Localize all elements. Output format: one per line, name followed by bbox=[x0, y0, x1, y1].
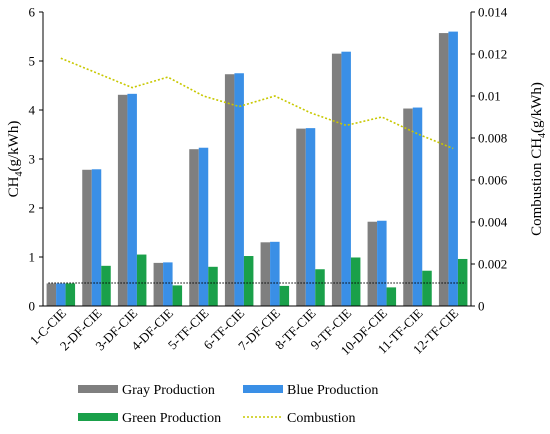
blue-production-bar bbox=[341, 51, 351, 306]
blue-production-bar bbox=[448, 31, 458, 306]
left-tick-label: 2 bbox=[29, 201, 36, 216]
green-production-bar bbox=[315, 269, 325, 306]
gray-production-bar bbox=[296, 128, 306, 306]
green-production-bar bbox=[243, 256, 254, 306]
y-axis-title: CH4(g/kWh) bbox=[6, 121, 25, 198]
right-tick-label: 0.002 bbox=[478, 257, 507, 272]
green-production-bar bbox=[350, 257, 361, 306]
green-production-bar bbox=[208, 266, 218, 306]
gray-production-bar bbox=[260, 242, 271, 306]
green-production-bar bbox=[136, 254, 147, 306]
left-tick-label: 0 bbox=[29, 299, 36, 314]
gray-production-bar bbox=[403, 108, 413, 306]
blue-production-bar bbox=[270, 241, 280, 306]
legend-swatch-green-production bbox=[78, 413, 118, 421]
gray-production-bar bbox=[117, 94, 128, 306]
legend-label-gray-production: Gray Production bbox=[122, 383, 215, 398]
gray-production-bar bbox=[82, 169, 92, 306]
green-production-bar bbox=[279, 285, 290, 306]
right-tick-label: 0.006 bbox=[478, 173, 508, 188]
bars-layer bbox=[46, 31, 468, 307]
blue-production-bar bbox=[198, 147, 209, 306]
blue-production-bar bbox=[234, 73, 244, 306]
legend-label-blue-production: Blue Production bbox=[287, 383, 378, 398]
left-tick-label: 4 bbox=[29, 103, 36, 118]
combustion-line-layer bbox=[60, 57, 454, 150]
right-tick-label: 0.01 bbox=[478, 89, 501, 104]
legend-label-combustion: Combustion bbox=[287, 411, 355, 426]
gray-production-bar bbox=[367, 221, 378, 306]
green-production-bar bbox=[422, 270, 432, 306]
blue-production-bar bbox=[56, 283, 66, 306]
left-tick-label: 5 bbox=[29, 54, 36, 69]
gray-production-bar bbox=[46, 283, 57, 306]
right-tick-label: 0 bbox=[478, 299, 485, 314]
blue-production-bar bbox=[163, 262, 173, 306]
green-production-bar bbox=[172, 285, 183, 306]
left-tick-label: 1 bbox=[29, 250, 36, 265]
blue-production-bar bbox=[127, 93, 137, 306]
gray-production-bar bbox=[189, 149, 199, 306]
blue-production-bar bbox=[412, 107, 423, 306]
gray-production-bar bbox=[153, 262, 164, 306]
green-production-bar bbox=[101, 265, 111, 306]
legend-swatch-blue-production bbox=[243, 385, 283, 393]
legend: Gray Production Blue Production Green Prod… bbox=[78, 383, 378, 426]
gray-production-bar bbox=[224, 74, 235, 306]
right-tick-label: 0.008 bbox=[478, 131, 507, 146]
combustion-line bbox=[60, 57, 454, 150]
blue-production-bar bbox=[377, 220, 387, 306]
green-production-bar bbox=[386, 287, 397, 306]
green-production-bar bbox=[65, 283, 76, 306]
gray-production-bar bbox=[438, 33, 449, 306]
left-tick-label: 3 bbox=[29, 152, 36, 167]
right-tick-label: 0.004 bbox=[478, 215, 508, 230]
left-tick-label: 6 bbox=[29, 5, 36, 20]
right-tick-label: 0.014 bbox=[478, 5, 508, 20]
gray-production-bar bbox=[331, 53, 342, 307]
blue-production-bar bbox=[305, 128, 316, 306]
right-tick-label: 0.012 bbox=[478, 47, 507, 62]
y-axis-right-title: Combustion CH4(g/kWh) bbox=[529, 82, 548, 236]
blue-production-bar bbox=[91, 169, 102, 306]
legend-label-green-production: Green Production bbox=[122, 411, 221, 426]
legend-swatch-gray-production bbox=[78, 385, 118, 393]
